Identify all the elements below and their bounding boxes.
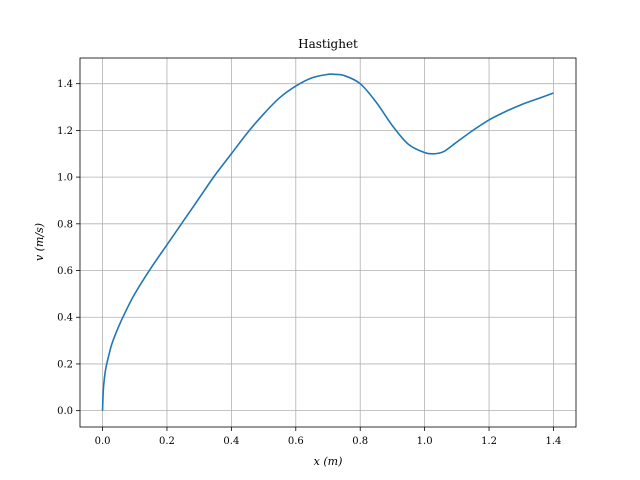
x-tick-label: 0.0	[95, 436, 111, 447]
x-tick-label: 1.2	[481, 436, 497, 447]
x-tick-label: 0.4	[223, 436, 239, 447]
y-tick-label: 1.0	[57, 173, 73, 184]
y-tick-label: 0.2	[57, 359, 73, 370]
chart-title: Hastighet	[298, 37, 358, 51]
axes-frame	[79, 57, 577, 428]
x-tick-label: 0.2	[159, 436, 175, 447]
y-tick-label: 0.4	[57, 313, 73, 324]
plot-area	[101, 73, 554, 411]
x-axis-ticks: 0.0 0.2 0.4 0.6 0.8 1.0 1.2 1.4	[95, 427, 562, 447]
x-tick-label: 0.8	[352, 436, 368, 447]
y-tick-label: 1.4	[57, 79, 73, 90]
grid	[80, 58, 576, 427]
series-line-0	[101, 73, 554, 411]
x-tick-label: 1.0	[417, 436, 433, 447]
y-tick-label: 0.6	[57, 266, 73, 277]
y-tick-label: 0.0	[57, 406, 73, 417]
x-tick-label: 0.6	[288, 436, 304, 447]
y-axis-ticks: 0.0 0.2 0.4 0.6 0.8 1.0 1.2 1.4	[57, 79, 80, 417]
y-tick-label: 1.2	[57, 126, 73, 137]
x-tick-label: 1.4	[546, 436, 562, 447]
x-axis-label: x (m)	[314, 455, 343, 468]
y-tick-label: 0.8	[57, 219, 73, 230]
y-axis-label: v (m/s)	[33, 223, 46, 261]
